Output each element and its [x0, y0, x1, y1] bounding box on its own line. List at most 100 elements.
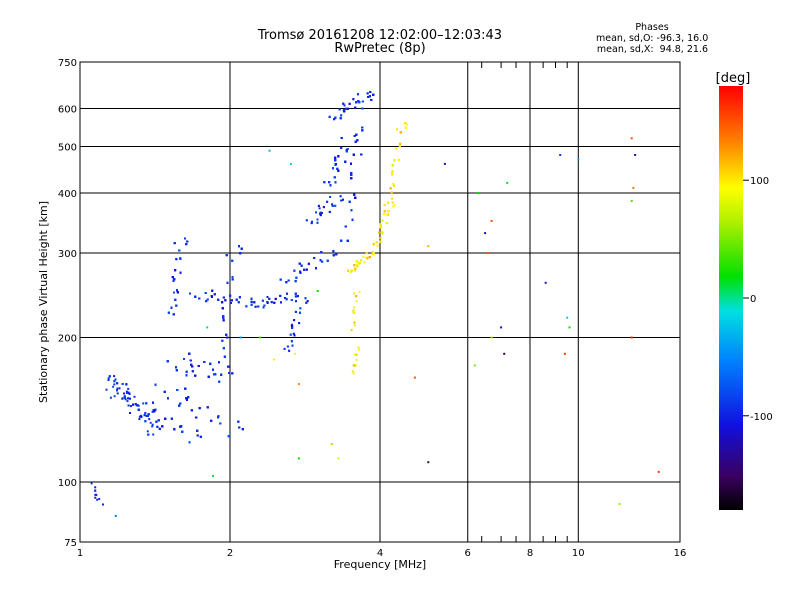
- data-point: [188, 441, 191, 444]
- data-point: [630, 137, 633, 140]
- data-point: [372, 93, 375, 96]
- chart-title: Tromsø 20161208 12:02:00–12:03:43: [257, 28, 503, 43]
- data-point: [391, 171, 394, 174]
- data-point: [328, 115, 331, 118]
- data-point: [334, 156, 337, 159]
- data-point: [559, 154, 562, 156]
- data-point: [250, 303, 253, 306]
- data-point: [186, 398, 188, 401]
- data-point: [184, 237, 186, 240]
- data-point: [366, 257, 369, 260]
- data-point: [399, 131, 402, 134]
- data-point: [221, 339, 224, 342]
- data-point: [353, 324, 356, 327]
- data-point: [231, 372, 234, 375]
- data-point: [291, 325, 294, 327]
- colorbar: [719, 86, 743, 510]
- data-point: [398, 144, 401, 147]
- data-point: [292, 332, 295, 335]
- y-tick-label: 400: [58, 189, 77, 200]
- data-point: [179, 425, 182, 428]
- data-point: [270, 301, 273, 304]
- data-point: [218, 361, 220, 364]
- data-point: [392, 205, 395, 208]
- data-point: [220, 373, 223, 376]
- data-point: [222, 319, 225, 322]
- data-point: [157, 419, 160, 422]
- data-point: [137, 408, 140, 411]
- data-point: [293, 352, 296, 355]
- data-point: [176, 289, 178, 292]
- data-point: [142, 402, 145, 405]
- data-point: [632, 186, 635, 189]
- data-point: [268, 297, 271, 300]
- phases-title: Phases: [635, 22, 669, 33]
- data-point: [294, 295, 297, 298]
- data-point: [337, 169, 340, 172]
- data-point: [224, 299, 227, 302]
- data-point: [154, 383, 157, 386]
- data-point: [175, 304, 178, 307]
- data-point: [222, 316, 225, 319]
- data-point: [167, 311, 170, 314]
- data-point: [155, 420, 158, 423]
- data-point: [295, 300, 297, 303]
- data-point: [490, 219, 493, 222]
- data-point: [392, 183, 395, 185]
- data-point: [237, 420, 240, 423]
- data-point: [126, 400, 129, 403]
- data-point: [334, 204, 337, 207]
- data-point: [109, 396, 112, 399]
- data-point: [352, 309, 355, 312]
- data-point: [237, 301, 240, 304]
- data-point: [358, 290, 361, 293]
- data-point: [94, 490, 97, 492]
- data-point: [121, 383, 124, 385]
- data-point: [294, 292, 297, 295]
- data-point: [311, 220, 313, 223]
- data-point: [143, 414, 146, 417]
- data-point: [484, 232, 487, 235]
- data-point: [206, 298, 209, 301]
- data-point: [381, 219, 384, 222]
- data-point: [321, 260, 324, 263]
- data-point: [348, 200, 351, 203]
- data-point: [176, 291, 179, 294]
- data-point: [316, 218, 319, 221]
- data-point: [367, 96, 370, 98]
- data-point: [158, 427, 161, 430]
- data-point: [346, 107, 349, 110]
- data-point: [186, 240, 189, 243]
- data-point: [355, 133, 358, 136]
- data-point: [379, 240, 382, 243]
- data-point: [657, 470, 660, 473]
- data-point: [389, 187, 392, 190]
- data-point: [147, 433, 150, 436]
- data-point: [263, 304, 266, 307]
- data-point: [386, 213, 389, 216]
- data-point: [333, 176, 336, 179]
- data-point: [333, 118, 336, 121]
- data-point: [205, 300, 208, 303]
- x-tick-label: 16: [674, 548, 687, 559]
- data-point: [334, 181, 337, 184]
- data-point: [355, 300, 358, 303]
- data-point: [138, 418, 141, 421]
- data-point: [315, 267, 317, 270]
- data-point: [116, 392, 119, 395]
- data-point: [291, 344, 294, 347]
- data-point: [360, 153, 363, 156]
- data-point: [354, 267, 357, 270]
- data-point: [395, 147, 398, 150]
- phases-x-stats: mean, sd,X: 94.8, 21.6: [596, 44, 708, 55]
- data-point: [563, 352, 566, 355]
- data-point: [349, 270, 352, 273]
- data-point: [310, 222, 313, 225]
- data-point: [235, 298, 238, 301]
- data-point: [345, 149, 348, 152]
- data-point: [340, 199, 343, 202]
- data-point: [217, 415, 220, 418]
- data-point: [241, 428, 244, 431]
- data-point: [383, 210, 386, 213]
